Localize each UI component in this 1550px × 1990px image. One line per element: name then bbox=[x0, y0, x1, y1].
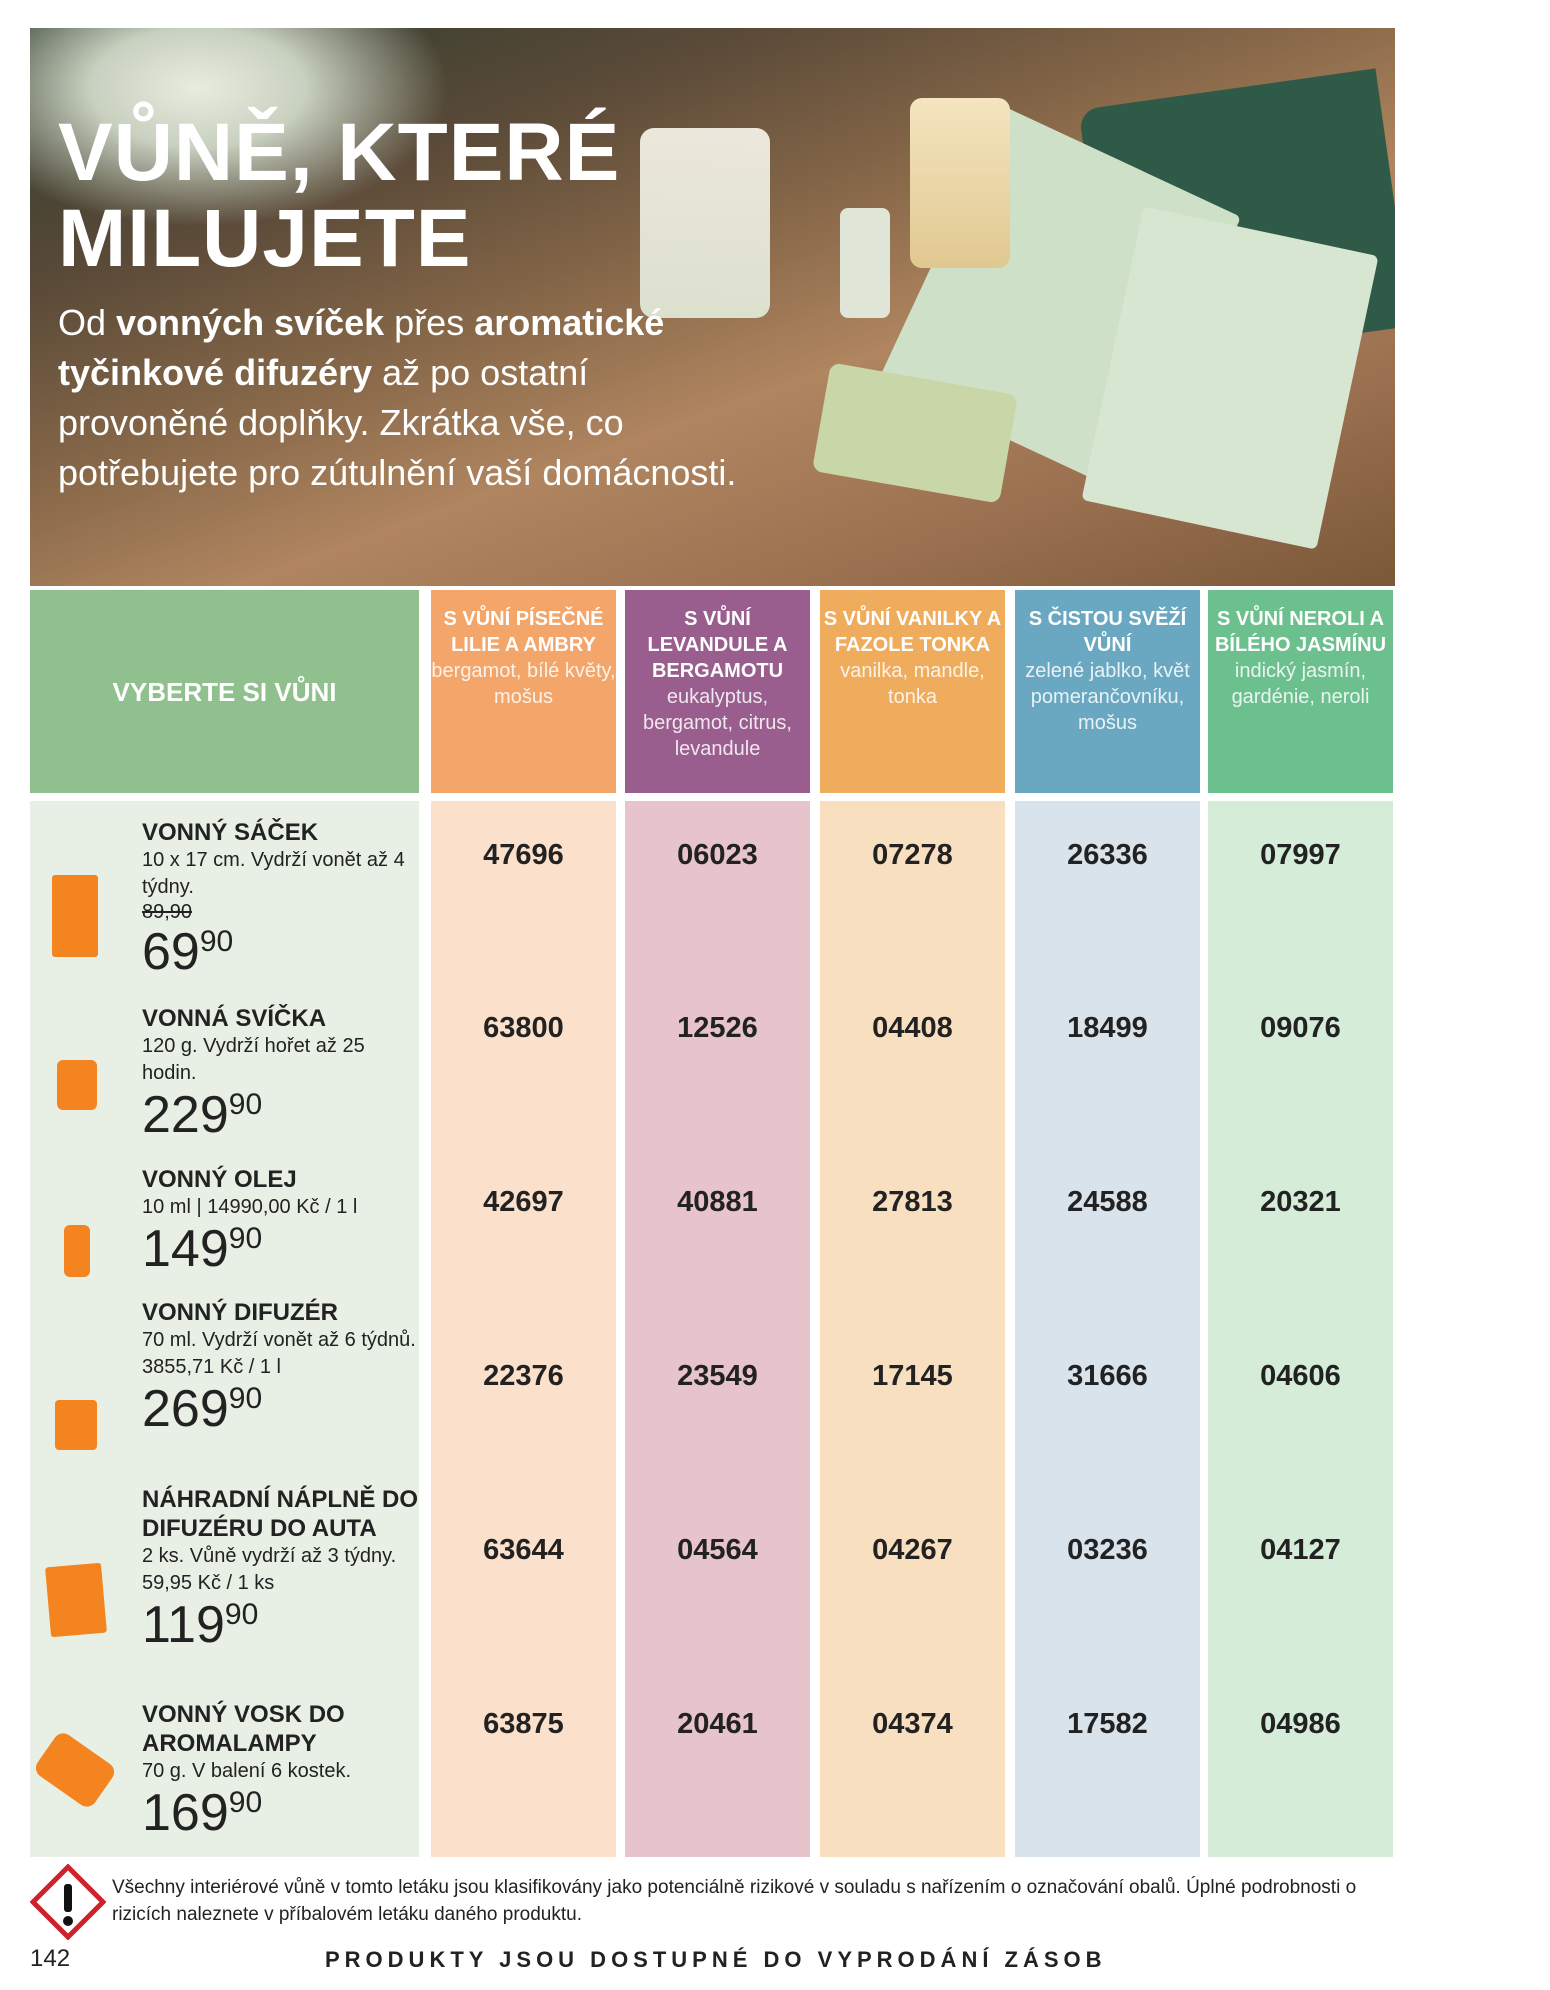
price: 16990 bbox=[142, 1784, 263, 1842]
product-column bbox=[30, 801, 419, 1857]
fragrance-notes: zelené jablko, květ pomerančovníku, mošu… bbox=[1025, 660, 1190, 734]
product-code[interactable]: 31666 bbox=[1067, 1360, 1148, 1392]
product-code[interactable]: 04564 bbox=[677, 1534, 758, 1566]
product-code[interactable]: 63875 bbox=[483, 1708, 564, 1740]
product-code[interactable]: 07278 bbox=[872, 839, 953, 871]
hero-intro: Od vonných svíček přes aromatické tyčink… bbox=[58, 302, 737, 493]
page-number: 142 bbox=[30, 1945, 71, 1972]
product-description: 10 x 17 cm. Vydrží vonět až 4 týdny. bbox=[142, 849, 405, 898]
product-code[interactable]: 63644 bbox=[483, 1534, 564, 1566]
fragrance-column-1: 47696 63800 42697 22376 63644 63875 bbox=[431, 801, 616, 1857]
fragrance-notes: bergamot, bílé květy, mošus bbox=[431, 660, 616, 708]
flowers-photo bbox=[30, 28, 450, 228]
product-name: VONNÝ VOSK DO AROMALAMPY bbox=[142, 1701, 345, 1757]
product-item: VONNÝ DIFUZÉR 70 ml. Vydrží vonět až 6 t… bbox=[142, 1298, 422, 1437]
product-code[interactable]: 23549 bbox=[677, 1360, 758, 1392]
product-item: VONNÝ OLEJ 10 ml | 14990,00 Kč / 1 l 149… bbox=[142, 1165, 422, 1277]
fragrance-name: S VŮNÍ LEVANDULE A BERGAMOTU bbox=[647, 608, 788, 682]
hero-title: VŮNĚ, KTERÉ MILUJETE bbox=[58, 107, 621, 284]
product-code[interactable]: 09076 bbox=[1260, 1012, 1341, 1044]
product-code[interactable]: 04127 bbox=[1260, 1534, 1341, 1566]
product-item: VONNÁ SVÍČKA 120 g. Vydrží hořet až 25 h… bbox=[142, 1004, 422, 1143]
product-code[interactable]: 47696 bbox=[483, 839, 564, 871]
candle-icon bbox=[57, 1060, 97, 1110]
product-code[interactable]: 40881 bbox=[677, 1186, 758, 1218]
product-name: VONNÁ SVÍČKA bbox=[142, 1005, 327, 1032]
product-code[interactable]: 03236 bbox=[1067, 1534, 1148, 1566]
product-code[interactable]: 22376 bbox=[483, 1360, 564, 1392]
product-item: VONNÝ SÁČEK 10 x 17 cm. Vydrží vonět až … bbox=[142, 818, 422, 980]
oil-bottle-icon bbox=[64, 1225, 90, 1277]
product-description: 70 g. V balení 6 kostek. bbox=[142, 1760, 352, 1782]
fragrance-column-5: 07997 09076 20321 04606 04127 04986 bbox=[1208, 801, 1393, 1857]
price: 14990 bbox=[142, 1220, 263, 1278]
product-name: VONNÝ DIFUZÉR bbox=[142, 1299, 339, 1326]
product-code[interactable]: 04267 bbox=[872, 1534, 953, 1566]
product-code[interactable]: 24588 bbox=[1067, 1186, 1148, 1218]
product-code[interactable]: 12526 bbox=[677, 1012, 758, 1044]
product-name: VONNÝ OLEJ bbox=[142, 1166, 297, 1193]
product-code[interactable]: 17582 bbox=[1067, 1708, 1148, 1740]
fragrance-name: S VŮNÍ PÍSEČNÉ LILIE A AMBRY bbox=[443, 608, 604, 656]
price: 11990 bbox=[142, 1596, 259, 1654]
product-code[interactable]: 26336 bbox=[1067, 839, 1148, 871]
fragrance-header-5: S VŮNÍ NEROLI A BÍLÉHO JASMÍNU indický ja… bbox=[1208, 590, 1393, 793]
fragrance-notes: eukalyptus, bergamot, citrus, levandule bbox=[643, 686, 792, 760]
product-code[interactable]: 63800 bbox=[483, 1012, 564, 1044]
refill-card-icon bbox=[45, 1562, 107, 1638]
product-code[interactable]: 17145 bbox=[872, 1360, 953, 1392]
hazard-warning-icon bbox=[30, 1864, 106, 1940]
product-description: 10 ml | 14990,00 Kč / 1 l bbox=[142, 1196, 358, 1218]
fragrance-name: S VŮNÍ NEROLI A BÍLÉHO JASMÍNU bbox=[1214, 608, 1387, 656]
price: 6990 bbox=[142, 923, 234, 981]
fragrance-header-2: S VŮNÍ LEVANDULE A BERGAMOTU eukalyptus, … bbox=[625, 590, 810, 793]
product-name: NÁHRADNÍ NÁPLNĚ DO DIFUZÉRU DO AUTA bbox=[142, 1486, 418, 1542]
fragrance-name: S ČISTOU SVĚŽÍ VŮNÍ bbox=[1028, 608, 1187, 656]
product-code[interactable]: 20321 bbox=[1260, 1186, 1341, 1218]
product-code[interactable]: 07997 bbox=[1260, 839, 1341, 871]
fragrance-header-1: S VŮNÍ PÍSEČNÉ LILIE A AMBRY bergamot, bí… bbox=[431, 590, 616, 793]
candle-photo bbox=[640, 128, 770, 318]
product-code[interactable]: 18499 bbox=[1067, 1012, 1148, 1044]
product-code[interactable]: 04408 bbox=[872, 1012, 953, 1044]
product-code[interactable]: 06023 bbox=[677, 839, 758, 871]
product-description: 120 g. Vydrží hořet až 25 hodin. bbox=[142, 1035, 365, 1084]
fragrance-column-3: 07278 04408 27813 17145 04267 04374 bbox=[820, 801, 1005, 1857]
oil-photo bbox=[840, 208, 890, 318]
product-code[interactable]: 04986 bbox=[1260, 1708, 1341, 1740]
fragrance-header-4: S ČISTOU SVĚŽÍ VŮNÍ zelené jablko, květ p… bbox=[1015, 590, 1200, 793]
fragrance-column-4: 26336 18499 24588 31666 03236 17582 bbox=[1015, 801, 1200, 1857]
old-price: 89,90 bbox=[142, 901, 193, 923]
product-item: VONNÝ VOSK DO AROMALAMPY 70 g. V balení … bbox=[142, 1700, 422, 1841]
product-code[interactable]: 04374 bbox=[872, 1708, 953, 1740]
product-item: NÁHRADNÍ NÁPLNĚ DO DIFUZÉRU DO AUTA 2 ks… bbox=[142, 1485, 422, 1653]
product-code[interactable]: 04606 bbox=[1260, 1360, 1341, 1392]
product-description: 2 ks. Vůně vydrží až 3 týdny. 59,95 Kč /… bbox=[142, 1545, 397, 1594]
hero-banner: VŮNĚ, KTERÉ MILUJETE Od vonných svíček př… bbox=[30, 28, 1395, 586]
price: 26990 bbox=[142, 1380, 263, 1438]
product-code[interactable]: 20461 bbox=[677, 1708, 758, 1740]
product-description: 70 ml. Vydrží vonět až 6 týdnů. 3855,71 … bbox=[142, 1329, 416, 1378]
fragrance-header-3: S VŮNÍ VANILKY A FAZOLE TONKA vanilka, ma… bbox=[820, 590, 1005, 793]
availability-note: PRODUKTY JSOU DOSTUPNÉ DO VYPRODÁNÍ ZÁSO… bbox=[325, 1947, 1107, 1972]
fragrance-name: S VŮNÍ VANILKY A FAZOLE TONKA bbox=[823, 608, 1002, 656]
table-header-label: VYBERTE SI VŮNI bbox=[30, 590, 419, 793]
product-name: VONNÝ SÁČEK bbox=[142, 819, 319, 846]
sachet-icon bbox=[52, 875, 98, 957]
price: 22990 bbox=[142, 1086, 263, 1144]
diffuser-photo bbox=[910, 98, 1010, 268]
fragrance-notes: indický jasmín, gardénie, neroli bbox=[1231, 660, 1370, 708]
product-code[interactable]: 42697 bbox=[483, 1186, 564, 1218]
fragrance-notes: vanilka, mandle, tonka bbox=[840, 660, 985, 708]
fragrance-column-2: 06023 12526 40881 23549 04564 20461 bbox=[625, 801, 810, 1857]
reed-diffuser-icon bbox=[55, 1400, 97, 1450]
hazard-disclaimer: Všechny interiérové vůně v tomto letáku … bbox=[112, 1877, 1357, 1925]
product-code[interactable]: 27813 bbox=[872, 1186, 953, 1218]
